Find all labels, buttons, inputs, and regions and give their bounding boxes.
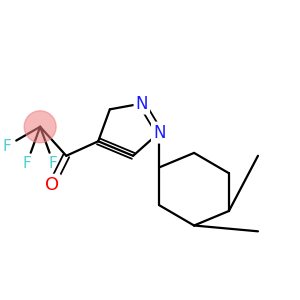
Circle shape — [24, 111, 56, 143]
Text: O: O — [45, 176, 59, 194]
Text: N: N — [136, 94, 148, 112]
Text: F: F — [2, 139, 11, 154]
Text: F: F — [22, 156, 31, 171]
Text: F: F — [49, 156, 58, 171]
Text: N: N — [153, 124, 166, 142]
